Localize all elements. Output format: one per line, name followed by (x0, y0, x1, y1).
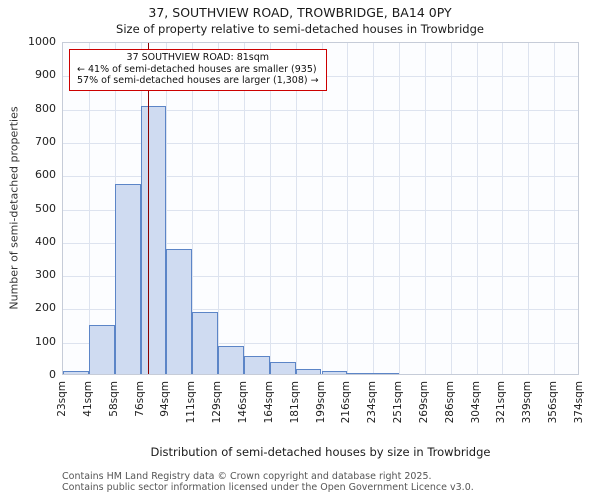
histogram-bar (295, 369, 322, 374)
y-tick-label: 900 (35, 68, 56, 82)
x-tick-label: 356sqm (547, 381, 560, 424)
property-size-marker-line (147, 43, 149, 374)
x-tick-label: 41sqm (81, 381, 94, 417)
y-axis-label: Number of semi-detached properties (7, 106, 21, 310)
x-tick-label: 199sqm (314, 381, 327, 424)
grid-line-vertical (399, 43, 401, 374)
chart-subtitle: Size of property relative to semi-detach… (116, 22, 484, 36)
grid-line-vertical (347, 43, 349, 374)
x-tick-label: 146sqm (236, 381, 249, 424)
x-tick-label: 304sqm (469, 381, 482, 424)
grid-line-horizontal (63, 176, 578, 178)
grid-line-vertical (554, 43, 556, 374)
x-tick-label: 374sqm (573, 381, 585, 424)
histogram-bar (166, 249, 193, 374)
x-tick-label: 234sqm (366, 381, 379, 424)
histogram-bar (269, 362, 296, 374)
annotation-box: 37 SOUTHVIEW ROAD: 81sqm ← 41% of semi-d… (69, 49, 327, 91)
annotation-title: 37 SOUTHVIEW ROAD: 81sqm (126, 52, 270, 63)
x-tick-label: 321sqm (495, 381, 508, 424)
histogram-bar (63, 370, 89, 374)
grid-line-vertical (269, 43, 271, 374)
grid-layer (63, 43, 578, 374)
x-tick-label: 164sqm (262, 381, 275, 424)
grid-line-vertical (424, 43, 426, 374)
x-tick-label: 181sqm (288, 381, 301, 424)
y-tick-label: 1000 (28, 35, 56, 48)
histogram-bar (243, 355, 270, 374)
grid-line-horizontal (63, 342, 578, 344)
y-tick-label: 100 (35, 334, 56, 348)
grid-line-vertical (114, 43, 116, 374)
grid-line-horizontal (63, 142, 578, 144)
grid-line-vertical (295, 43, 297, 374)
x-tick-label: 269sqm (417, 381, 430, 424)
x-tick-label: 23sqm (56, 381, 68, 417)
annotation-larger-text: 57% of semi-detached houses are larger (… (77, 75, 319, 86)
x-tick-label: 339sqm (521, 381, 534, 424)
grid-line-vertical (140, 43, 142, 374)
x-tick-label: 129sqm (211, 381, 224, 424)
histogram-bar (114, 184, 141, 374)
footer-attribution-line2: Contains public sector information licen… (62, 482, 474, 493)
grid-line-vertical (218, 43, 220, 374)
grid-line-vertical (88, 43, 90, 374)
histogram-bar (192, 312, 219, 374)
grid-line-vertical (373, 43, 375, 374)
plot-area: 37 SOUTHVIEW ROAD: 81sqm ← 41% of semi-d… (62, 42, 579, 375)
grid-line-vertical (192, 43, 194, 374)
grid-line-horizontal (63, 276, 578, 278)
chart-title: 37, SOUTHVIEW ROAD, TROWBRIDGE, BA14 0PY (148, 5, 452, 20)
histogram-bar (218, 345, 244, 374)
x-tick-label: 286sqm (443, 381, 456, 424)
histogram-bar (373, 373, 400, 374)
x-tick-label: 94sqm (159, 381, 172, 417)
grid-line-horizontal (63, 242, 578, 244)
y-tick-label: 0 (49, 368, 56, 381)
grid-line-vertical (502, 43, 504, 374)
histogram-bar (321, 371, 348, 374)
grid-line-vertical (528, 43, 530, 374)
bars-layer (63, 43, 578, 374)
x-tick-label: 111sqm (185, 381, 198, 424)
x-axis-label: Distribution of semi-detached houses by … (150, 445, 491, 459)
footer-attribution-line1: Contains HM Land Registry data © Crown c… (62, 471, 432, 482)
grid-line-vertical (476, 43, 478, 374)
grid-line-vertical (166, 43, 168, 374)
grid-line-horizontal (63, 309, 578, 311)
histogram-bar (88, 324, 115, 374)
annotation-smaller-text: ← 41% of semi-detached houses are smalle… (77, 63, 317, 75)
x-tick-label: 58sqm (107, 381, 120, 417)
histogram-bar (140, 105, 167, 374)
grid-line-horizontal (63, 109, 578, 111)
x-tick-label: 216sqm (340, 381, 353, 424)
x-tick-label: 76sqm (133, 381, 146, 417)
grid-line-vertical (321, 43, 323, 374)
histogram-bar (347, 372, 374, 374)
grid-line-vertical (450, 43, 452, 374)
x-tick-label: 251sqm (392, 381, 405, 424)
grid-line-vertical (243, 43, 245, 374)
grid-line-horizontal (63, 209, 578, 211)
